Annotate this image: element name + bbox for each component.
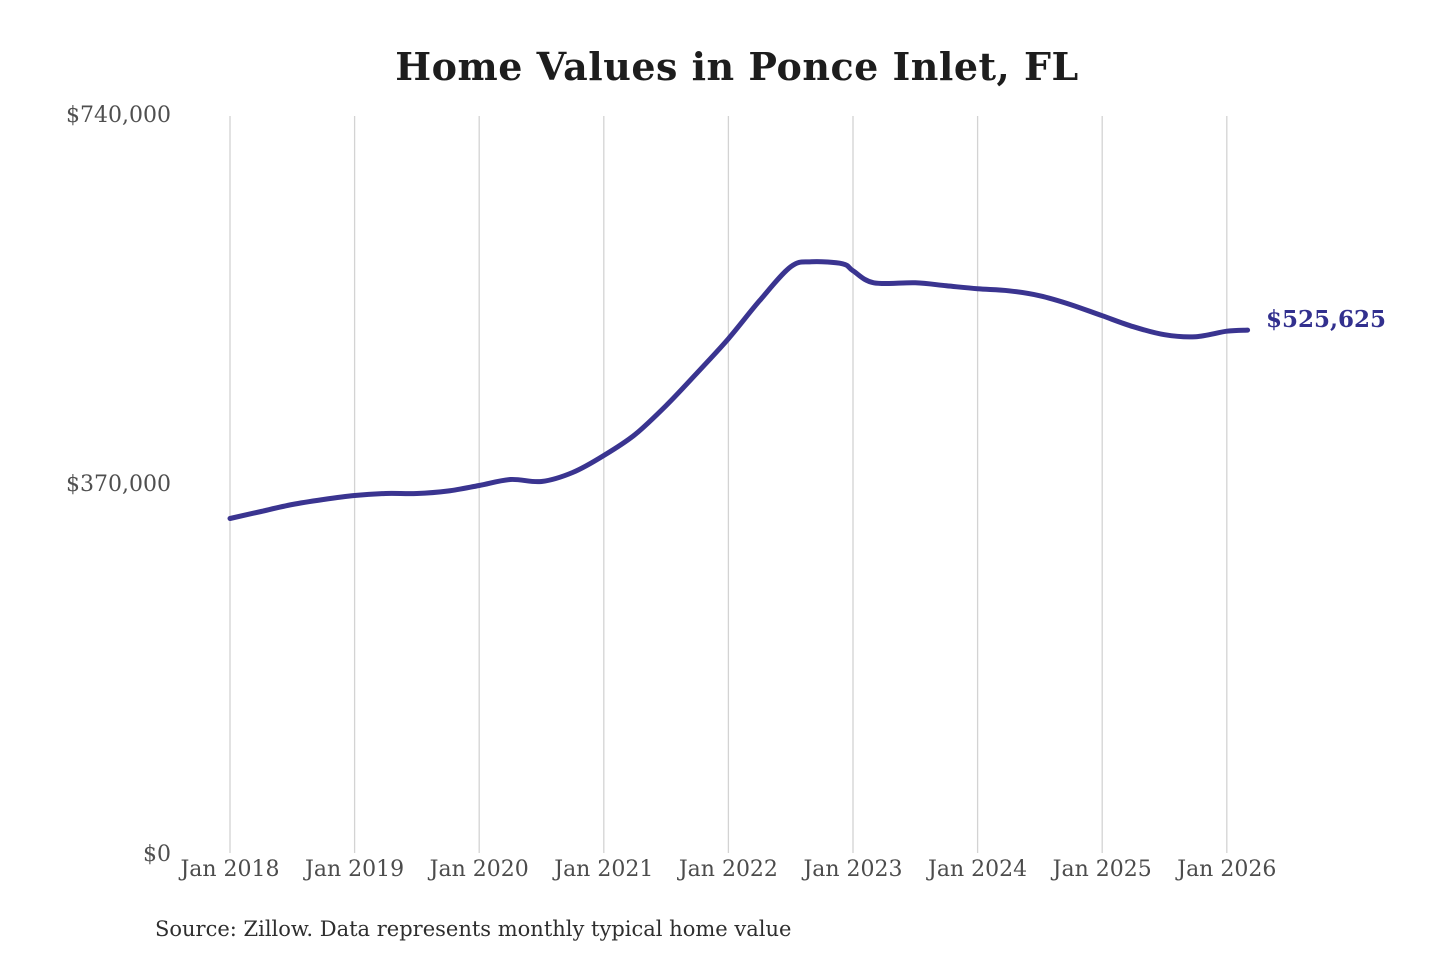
y-axis-label-370000: $370,000	[66, 472, 171, 497]
home-value-line	[227, 259, 1251, 521]
x-axis-label: Jan 2023	[803, 857, 903, 882]
x-axis-label: Jan 2026	[1177, 857, 1277, 882]
x-axis-label: Jan 2025	[1052, 857, 1152, 882]
x-axis-label: Jan 2024	[928, 857, 1028, 882]
source-note: Source: Zillow. Data represents monthly …	[155, 917, 792, 941]
x-axis-label: Jan 2018	[180, 857, 280, 882]
latest-value-label: $525,625	[1266, 306, 1387, 333]
y-axis-label-0: $0	[143, 842, 171, 867]
x-axis-label: Jan 2022	[678, 857, 778, 882]
x-axis-label: Jan 2020	[429, 857, 529, 882]
x-axis-label: Jan 2019	[305, 857, 405, 882]
x-axis-label: Jan 2021	[554, 857, 654, 882]
y-axis-label-740000: $740,000	[66, 103, 171, 128]
chart-title: Home Values in Ponce Inlet, FL	[395, 44, 1079, 89]
